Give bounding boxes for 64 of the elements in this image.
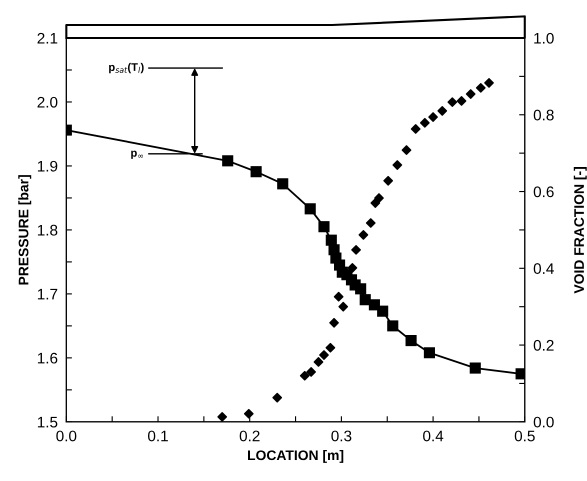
point — [410, 124, 421, 134]
x-tick-label: 0.2 — [240, 430, 260, 442]
point — [456, 96, 466, 106]
point — [366, 218, 376, 228]
ref-line-label: p$_{∞}$ — [131, 150, 144, 159]
point — [334, 292, 344, 302]
y-axis-title: PRESSURE [bar] — [18, 175, 32, 285]
x-tick-label: 0.0 — [56, 430, 76, 442]
y2-axis-title: VOID FRACTION [-] — [574, 167, 587, 294]
y-tick-label: 1.9 — [38, 160, 58, 172]
point — [329, 318, 339, 328]
x-tick-label: 0.1 — [148, 430, 168, 442]
point — [319, 350, 329, 360]
point — [406, 335, 417, 346]
y-tick-label: 1.8 — [38, 224, 58, 236]
point — [358, 230, 368, 240]
point — [250, 166, 262, 178]
point — [420, 118, 430, 128]
point — [447, 97, 458, 107]
y2-tick-label: 0.8 — [534, 110, 554, 120]
point — [351, 245, 361, 255]
point — [306, 367, 316, 377]
point — [360, 294, 371, 306]
point — [392, 160, 402, 170]
point — [470, 362, 481, 374]
y2-tick-label: 0.2 — [534, 340, 554, 351]
y-tick-label: 2.1 — [38, 32, 58, 44]
point — [338, 302, 348, 312]
point — [476, 83, 486, 93]
y2-tick-label: 0.4 — [534, 263, 554, 274]
y-tick-label: 1.7 — [38, 288, 58, 300]
point — [466, 89, 476, 99]
x-tick-label: 0.5 — [514, 430, 535, 442]
y2-tick-label: 1.0 — [534, 32, 554, 44]
x-tick-label: 0.3 — [331, 430, 352, 442]
point — [348, 263, 358, 273]
point — [437, 106, 448, 116]
point — [402, 145, 412, 155]
x-axis-title: LOCATION [m] — [248, 450, 344, 463]
y-tick-label: 2.0 — [38, 96, 58, 108]
point — [374, 193, 384, 203]
point — [277, 178, 288, 190]
x-tick-label: 0.4 — [423, 430, 444, 442]
point — [272, 392, 282, 403]
point — [383, 176, 394, 186]
point — [318, 221, 330, 232]
point — [304, 203, 316, 214]
point — [484, 78, 494, 88]
point — [355, 283, 366, 294]
y2-tick-label: 0.0 — [534, 416, 554, 428]
y-tick-label: 1.6 — [38, 352, 58, 364]
point — [428, 112, 438, 122]
point — [326, 342, 336, 353]
point — [377, 306, 388, 317]
point — [424, 347, 435, 358]
point — [387, 320, 398, 332]
ref-line-label: p$_{sat}$(T$_{l}$) — [109, 62, 144, 74]
y2-tick-label: 0.6 — [534, 186, 554, 198]
point — [244, 408, 254, 419]
y-tick-label: 1.5 — [38, 416, 58, 428]
point — [300, 370, 310, 381]
point — [217, 412, 228, 422]
point — [222, 155, 234, 166]
point — [314, 357, 324, 367]
